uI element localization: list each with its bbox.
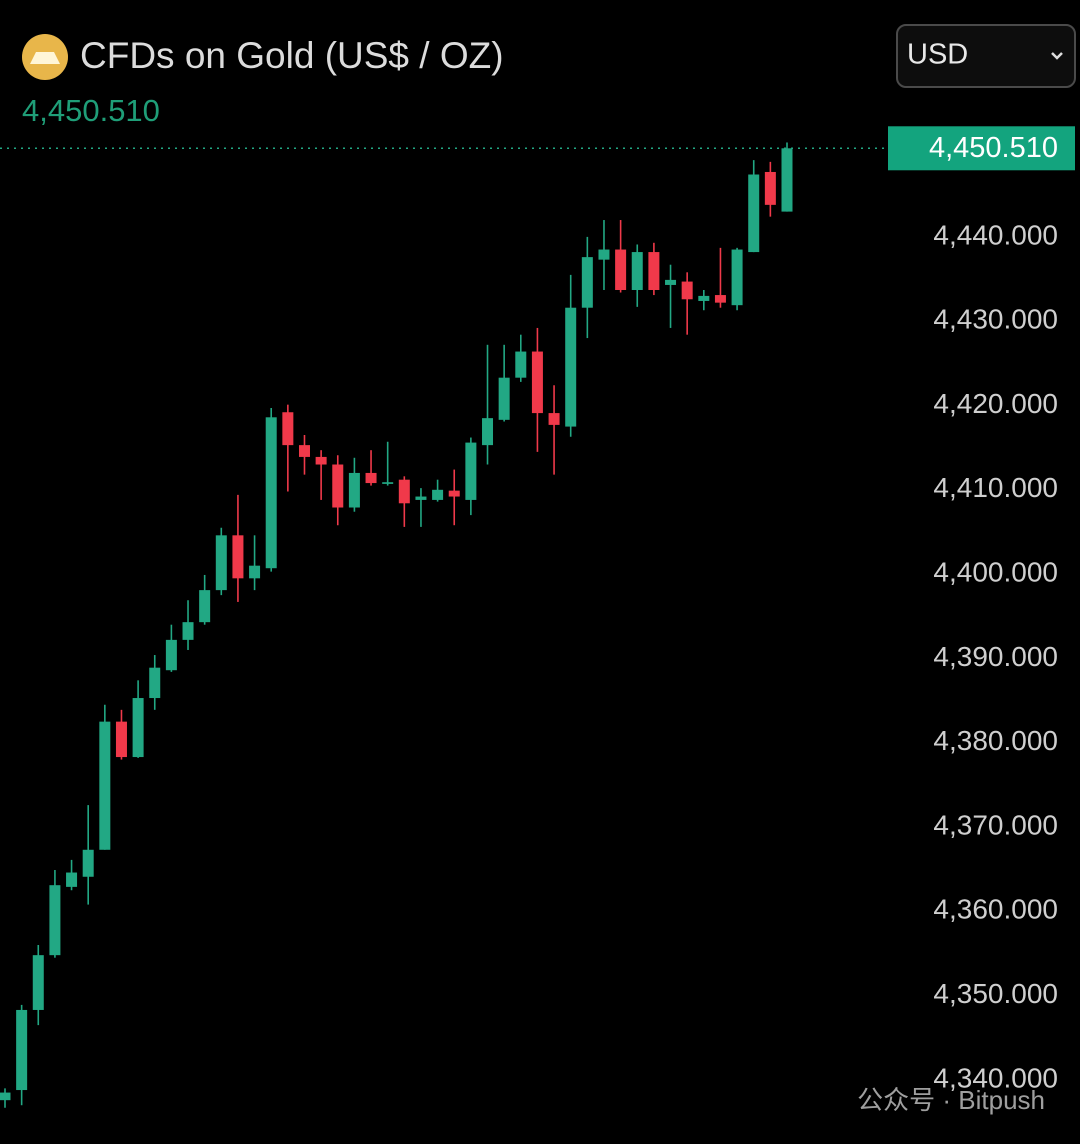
candle-body xyxy=(748,174,760,253)
y-tick-label: 4,410.000 xyxy=(933,472,1058,503)
y-tick-label: 4,390.000 xyxy=(933,641,1058,672)
candle-body xyxy=(16,1009,28,1091)
candle-body xyxy=(32,955,44,1010)
currency-label: USD xyxy=(907,39,968,71)
candle-body xyxy=(132,698,144,758)
candle-body xyxy=(615,249,627,291)
currency-select[interactable] xyxy=(896,24,1076,88)
candle-body xyxy=(631,252,643,291)
candle-body xyxy=(498,377,510,420)
candle-body xyxy=(648,252,660,291)
candle-body xyxy=(432,489,444,500)
dropdown-arrow xyxy=(1051,52,1063,60)
last-price: 4,450.510 xyxy=(0,126,1075,171)
candle-body xyxy=(565,307,577,427)
candle-body xyxy=(298,445,310,457)
last-price-label: 4,450.510 xyxy=(929,132,1058,164)
candle-body xyxy=(49,885,61,956)
candle-body xyxy=(365,472,377,484)
chart-title: CFDs on Gold (US$ / OZ) xyxy=(80,35,504,76)
candles xyxy=(0,142,793,1108)
candle-body xyxy=(398,479,410,504)
watermark: 公众号 · Bitpush xyxy=(857,1085,1045,1115)
candle-body xyxy=(249,565,261,579)
candle-body xyxy=(415,496,427,500)
candle-body xyxy=(665,279,677,285)
candle-body xyxy=(465,442,477,500)
candle-body xyxy=(382,482,394,484)
candle-body xyxy=(548,413,560,425)
candle-body xyxy=(199,590,211,623)
candle-body xyxy=(115,721,127,758)
y-tick-label: 4,400.000 xyxy=(933,556,1058,587)
candle-body xyxy=(182,622,194,640)
last-price-box xyxy=(888,126,1075,171)
candle-body xyxy=(698,295,710,301)
y-tick-label: 4,370.000 xyxy=(933,809,1058,840)
candle-body xyxy=(598,249,610,260)
candle-body xyxy=(681,281,693,300)
candle-body xyxy=(99,721,111,850)
candle-body xyxy=(232,535,244,579)
candle-body xyxy=(515,351,527,378)
y-tick-label: 4,430.000 xyxy=(933,304,1058,335)
gold-bar-icon xyxy=(30,52,60,64)
y-tick-label: 4,440.000 xyxy=(933,219,1058,250)
candle-body xyxy=(781,148,793,212)
y-tick-label: 4,340.000 xyxy=(933,1062,1058,1093)
candle-body xyxy=(66,872,78,887)
candle-body xyxy=(714,295,726,303)
candle-body xyxy=(165,639,177,671)
candle-body xyxy=(265,417,277,569)
candle-body xyxy=(348,472,360,508)
candle-body xyxy=(482,418,494,446)
y-tick-label: 4,350.000 xyxy=(933,978,1058,1009)
candle-body xyxy=(149,667,161,699)
candle-body xyxy=(332,464,344,508)
candle-body xyxy=(581,257,593,308)
candle-body xyxy=(764,171,776,205)
header-price: 4,450.510 xyxy=(22,93,160,128)
candle-body xyxy=(315,456,327,465)
candle-body xyxy=(731,249,743,306)
ticks: 4,340.000 4,350.000 4,360.000 4,370.000 4,38… xyxy=(933,219,1058,1093)
candle-body xyxy=(448,490,460,497)
candle-body xyxy=(282,412,294,446)
candle-body xyxy=(0,1092,11,1101)
candle-body xyxy=(531,351,543,414)
y-tick-label: 4,420.000 xyxy=(933,388,1058,419)
candle-body xyxy=(215,535,227,591)
y-tick-label: 4,380.000 xyxy=(933,725,1058,756)
candle-body xyxy=(82,849,94,877)
y-tick-label: 4,360.000 xyxy=(933,894,1058,925)
